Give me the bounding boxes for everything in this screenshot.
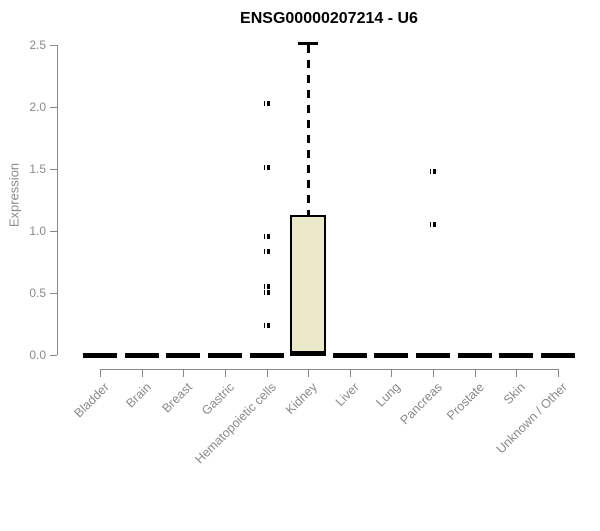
y-tick-label: 1.5 <box>29 162 46 176</box>
box <box>290 214 327 355</box>
median-line <box>290 350 327 356</box>
outlier-point <box>430 169 437 175</box>
x-axis-tick <box>100 369 101 377</box>
x-axis-tick <box>558 369 559 377</box>
outlier-point <box>263 248 270 254</box>
collapsed-box <box>124 353 159 358</box>
outlier-point <box>263 233 270 239</box>
y-tick-label: 1.0 <box>29 224 46 238</box>
y-axis-line <box>57 45 58 355</box>
y-axis-tick <box>50 107 57 108</box>
y-axis-tick <box>50 355 57 356</box>
x-axis-line <box>100 369 559 370</box>
y-tick-label: 0.0 <box>29 348 46 362</box>
whisker-cap <box>298 41 319 45</box>
expression-boxplot-chart: ENSG00000207214 - U6 Expression 0.0 0.5 1.… <box>6 10 575 467</box>
x-axis-tick <box>183 369 185 377</box>
collapsed-box <box>332 353 367 358</box>
y-tick-label: 2.5 <box>29 38 46 52</box>
x-axis-tick <box>433 369 435 377</box>
collapsed-box <box>166 353 201 358</box>
y-axis-tick <box>50 45 57 46</box>
x-axis-tick <box>516 369 518 377</box>
x-axis-tick <box>308 369 310 377</box>
y-axis-tick <box>50 231 57 232</box>
chart-title: ENSG00000207214 - U6 <box>240 10 418 27</box>
collapsed-box <box>207 353 242 358</box>
collapsed-box <box>541 353 575 358</box>
collapsed-box <box>83 353 117 358</box>
outlier-point <box>263 164 270 170</box>
collapsed-box <box>374 353 409 358</box>
collapsed-box <box>416 353 451 358</box>
x-axis-tick <box>266 369 268 377</box>
x-axis-tick <box>474 369 476 377</box>
x-axis-tick <box>141 369 143 377</box>
x-axis-tick <box>391 369 393 377</box>
upper-whisker <box>307 44 311 215</box>
collapsed-box <box>499 353 534 358</box>
y-axis-tick <box>50 293 57 294</box>
x-axis-tick <box>224 369 226 377</box>
outlier-point <box>263 283 270 289</box>
plot-area: 0.0 0.5 1.0 1.5 2.0 2.5 Bladder Brain Breast Gast… <box>29 38 575 467</box>
outlier-point <box>263 323 270 329</box>
collapsed-box <box>249 353 284 358</box>
outlier-point <box>430 221 437 227</box>
collapsed-box <box>457 353 492 358</box>
x-axis-tick <box>349 369 351 377</box>
outlier-point <box>263 289 270 295</box>
y-tick-label: 0.5 <box>29 286 46 300</box>
y-tick-label: 2.0 <box>29 100 46 114</box>
y-axis-tick <box>50 169 57 170</box>
outlier-point <box>263 101 270 107</box>
